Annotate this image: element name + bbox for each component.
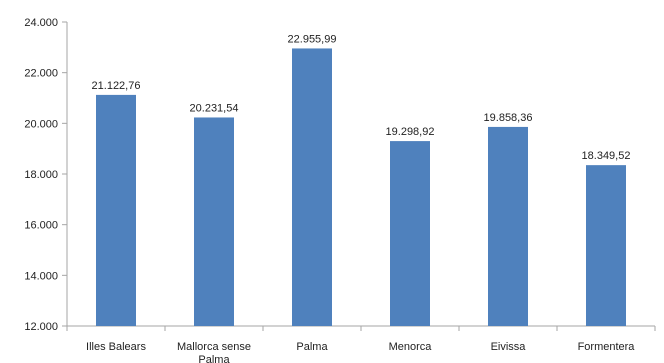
y-tick-label: 16.000 <box>24 220 58 232</box>
x-axis <box>66 325 656 331</box>
data-label: 20.231,54 <box>190 102 239 114</box>
category-label: Menorca <box>389 341 433 353</box>
bar <box>96 94 136 327</box>
bar <box>586 165 626 326</box>
y-tick-label: 22.000 <box>24 68 58 80</box>
bar <box>390 141 430 326</box>
category-label: Mallorca sense Palma <box>177 341 251 363</box>
y-tick-label: 20.000 <box>24 118 58 130</box>
category-label: Eivissa <box>491 341 527 353</box>
data-label: 22.955,99 <box>288 33 337 45</box>
category-label: Illes Balears <box>86 341 146 353</box>
y-tick-label: 14.000 <box>24 270 58 282</box>
bar <box>488 126 528 327</box>
y-tick-label: 24.000 <box>24 17 58 29</box>
data-label: 19.858,36 <box>484 112 533 124</box>
bars <box>96 48 626 327</box>
category-labels: Illes Balears Mallorca sense Palma Palma Men… <box>86 341 635 363</box>
data-label: 19.298,92 <box>386 126 435 138</box>
data-label: 18.349,52 <box>582 150 631 162</box>
data-labels: 21.122,76 20.231,54 22.955,99 19.298,92 19.8… <box>92 33 631 162</box>
y-axis: 12.000 14.000 16.000 18.000 20.000 22.000 24.0… <box>24 17 68 333</box>
data-label: 21.122,76 <box>92 80 141 92</box>
y-tick-label: 18.000 <box>24 169 58 181</box>
bar <box>292 48 332 327</box>
category-label: Formentera <box>578 341 636 353</box>
bar <box>194 117 234 326</box>
category-label: Palma <box>296 341 328 353</box>
y-tick-label: 12.000 <box>24 321 58 333</box>
